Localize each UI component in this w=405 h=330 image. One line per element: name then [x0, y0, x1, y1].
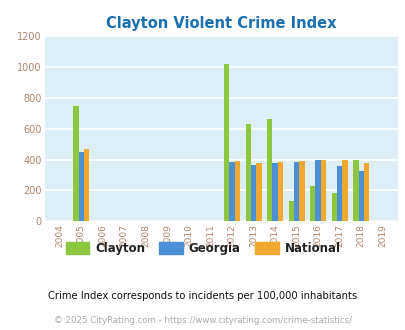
Bar	[336, 166, 341, 221]
Bar	[73, 106, 79, 221]
Bar	[256, 163, 261, 221]
Bar	[309, 186, 315, 221]
Bar	[331, 193, 336, 221]
Bar	[315, 159, 320, 221]
Legend: Clayton, Georgia, National: Clayton, Georgia, National	[61, 237, 344, 260]
Bar	[266, 119, 272, 221]
Bar	[277, 162, 283, 221]
Text: © 2025 CityRating.com - https://www.cityrating.com/crime-statistics/: © 2025 CityRating.com - https://www.city…	[54, 316, 351, 325]
Bar	[272, 163, 277, 221]
Bar	[352, 159, 358, 221]
Bar	[320, 159, 326, 221]
Text: Crime Index corresponds to incidents per 100,000 inhabitants: Crime Index corresponds to incidents per…	[48, 291, 357, 301]
Bar	[341, 159, 347, 221]
Bar	[363, 163, 369, 221]
Bar	[245, 124, 250, 221]
Bar	[229, 162, 234, 221]
Bar	[84, 149, 89, 221]
Bar	[234, 161, 239, 221]
Bar	[288, 201, 293, 221]
Bar	[79, 152, 84, 221]
Title: Clayton Violent Crime Index: Clayton Violent Crime Index	[106, 16, 336, 31]
Bar	[250, 165, 256, 221]
Bar	[293, 162, 298, 221]
Bar	[358, 171, 363, 221]
Bar	[298, 161, 304, 221]
Bar	[224, 64, 229, 221]
